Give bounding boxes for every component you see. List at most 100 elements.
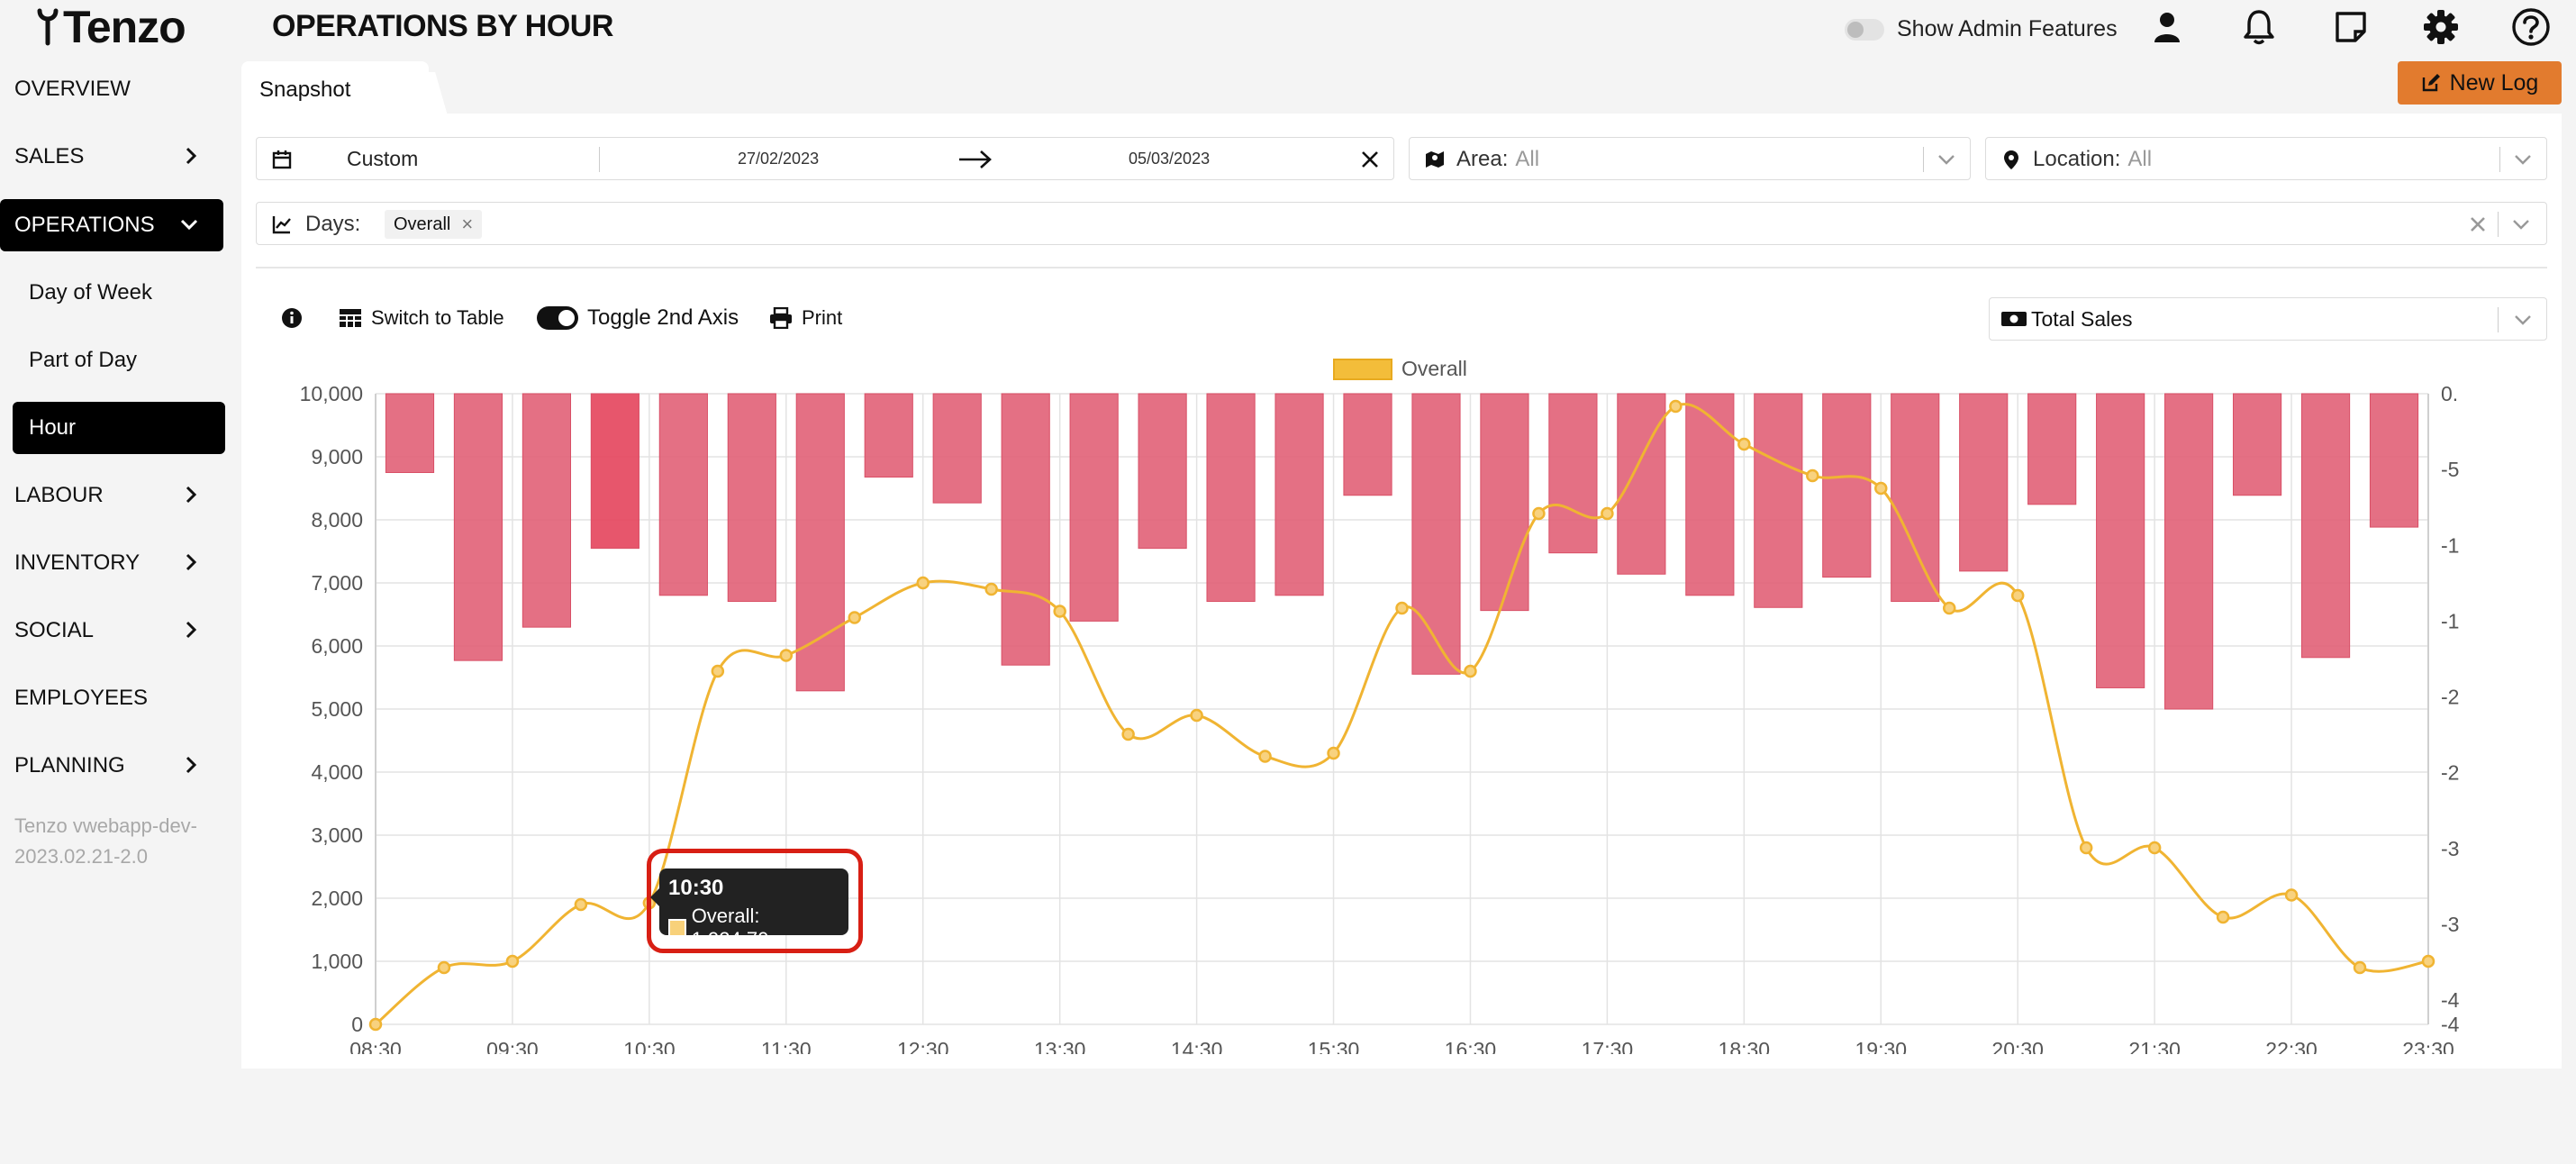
- close-icon[interactable]: [1361, 150, 1379, 168]
- chevron-down-icon[interactable]: [1936, 149, 1957, 170]
- operations-by-hour-chart[interactable]: 10,000 9,000 8,000 7,000 6,000 5,000 4,000 3,00…: [270, 369, 2459, 1054]
- line-point: [1737, 437, 1751, 451]
- sidebar-item-overview[interactable]: OVERVIEW: [0, 63, 225, 115]
- calendar-icon: [272, 150, 292, 169]
- line-point: [2353, 960, 2367, 975]
- x-tick-label: 18:30: [1719, 1038, 1771, 1054]
- sidebar-item-inventory[interactable]: INVENTORY: [0, 537, 225, 589]
- y-left-tick-label: 5,000: [311, 697, 363, 721]
- x-tick-label: 10:30: [623, 1038, 676, 1054]
- y-right-tick-label: 0.0%: [2441, 382, 2459, 405]
- chevron-down-icon[interactable]: [2510, 214, 2532, 235]
- toggle-2nd-axis-label: Toggle 2nd Axis: [587, 305, 739, 330]
- sidebar-item-sales[interactable]: SALES: [0, 131, 225, 183]
- line-point: [916, 576, 930, 590]
- bar-yoy-growth: [2300, 393, 2351, 659]
- print-button[interactable]: Print: [769, 303, 842, 333]
- bar-yoy-growth: [1480, 393, 1529, 612]
- y-left-tick-label: 4,000: [311, 760, 363, 784]
- bar-yoy-growth: [522, 393, 572, 628]
- admin-switch[interactable]: [1845, 18, 1884, 41]
- line-overall-sales: [375, 403, 2429, 1026]
- chevron-right-icon: [186, 486, 197, 504]
- days-chip[interactable]: Overall ×: [385, 210, 483, 239]
- bar-yoy-growth: [1754, 393, 1803, 608]
- tab-snapshot[interactable]: Snapshot: [241, 61, 429, 115]
- line-point: [1464, 664, 1477, 678]
- tooltip-title: 10:30: [668, 876, 724, 900]
- info-icon[interactable]: [281, 303, 303, 333]
- help-icon[interactable]: [2509, 5, 2553, 49]
- tenzo-logo[interactable]: Tenzo: [36, 2, 186, 52]
- line-point: [368, 1017, 383, 1032]
- toggle-2nd-axis-switch[interactable]: [537, 306, 578, 330]
- date-mode-select[interactable]: Custom: [347, 146, 419, 170]
- legend-swatch: [1333, 358, 1392, 380]
- bar-yoy-growth: [1822, 393, 1872, 578]
- sidebar-item-employees[interactable]: EMPLOYEES: [0, 672, 225, 724]
- sidebar-subitem-part-of-day[interactable]: Part of Day: [13, 334, 225, 386]
- tab-label: Snapshot: [259, 77, 351, 102]
- chart-legend[interactable]: Overall: [1333, 357, 1467, 381]
- chip-remove-icon[interactable]: ×: [461, 213, 474, 235]
- bar-yoy-growth: [1001, 393, 1050, 666]
- days-select[interactable]: Days: Overall ×: [256, 202, 2547, 245]
- line-point: [574, 897, 588, 912]
- bell-icon[interactable]: [2237, 5, 2281, 49]
- chevron-down-icon[interactable]: [2512, 309, 2534, 331]
- print-label: Print: [802, 306, 843, 329]
- bar-yoy-growth: [1069, 393, 1119, 622]
- sidebar-item-social[interactable]: SOCIAL: [0, 605, 225, 657]
- admin-toggle-label: Show Admin Features: [1897, 16, 2118, 41]
- date-range-filter[interactable]: Custom 27/02/2023 05/03/2023: [256, 137, 1394, 180]
- line-point: [505, 954, 520, 968]
- x-tick-label: 11:30: [761, 1038, 812, 1054]
- admin-features-toggle[interactable]: Show Admin Features: [1845, 16, 2118, 42]
- sidebar-item-label: SOCIAL: [14, 618, 95, 642]
- switch-to-table-button[interactable]: Switch to Table: [339, 303, 504, 333]
- clear-icon[interactable]: [2469, 215, 2487, 233]
- sidebar-item-labour[interactable]: LABOUR: [0, 469, 225, 522]
- new-log-button[interactable]: New Log: [2398, 61, 2562, 105]
- sidebar-subitem-label: Day of Week: [29, 280, 152, 305]
- line-point: [1601, 506, 1614, 521]
- toggle-2nd-axis[interactable]: Toggle 2nd Axis: [537, 303, 739, 333]
- metric-select[interactable]: Total Sales: [1989, 297, 2547, 341]
- line-point: [2284, 888, 2299, 902]
- chevron-down-icon[interactable]: [2512, 149, 2534, 170]
- date-to-input[interactable]: 05/03/2023: [1129, 149, 1211, 168]
- location-label: Location:: [2033, 147, 2121, 171]
- user-icon[interactable]: [2145, 5, 2189, 49]
- location-value: All: [2127, 147, 2153, 171]
- sidebar-item-planning[interactable]: PLANNING: [0, 740, 225, 792]
- line-point: [2421, 954, 2435, 968]
- bar-yoy-growth: [1959, 393, 2009, 572]
- y-right-tick-label: -40.0%: [2441, 988, 2459, 1012]
- y-left-tick-label: 6,000: [311, 634, 363, 658]
- bar-yoy-growth: [1343, 393, 1392, 496]
- bar-yoy-growth: [1138, 393, 1187, 550]
- sidebar-item-label: INVENTORY: [14, 550, 141, 575]
- bar-yoy-growth: [453, 393, 503, 661]
- area-select[interactable]: Area: All: [1409, 137, 1971, 180]
- sidebar-item-label: PLANNING: [14, 753, 125, 778]
- chevron-right-icon: [186, 621, 197, 639]
- y-right-tick-label: -15.0%: [2441, 609, 2459, 632]
- note-icon[interactable]: [2329, 5, 2372, 49]
- location-select[interactable]: Location: All: [1985, 137, 2547, 180]
- gear-icon[interactable]: [2419, 5, 2463, 49]
- sidebar-item-label: LABOUR: [14, 483, 104, 507]
- bar-yoy-growth: [864, 393, 913, 478]
- sidebar-subitem-hour[interactable]: Hour: [13, 402, 225, 454]
- date-divider: [599, 147, 600, 172]
- bar-yoy-growth: [590, 393, 639, 550]
- tooltip-row: Overall: 1,924.70: [668, 905, 839, 951]
- line-point: [984, 582, 998, 596]
- date-from-input[interactable]: 27/02/2023: [738, 149, 820, 168]
- chevron-right-icon: [186, 756, 197, 774]
- sidebar-subitem-day-of-week[interactable]: Day of Week: [13, 267, 225, 319]
- metric-select-label: Total Sales: [2031, 307, 2133, 331]
- sidebar-item-operations[interactable]: OPERATIONS: [0, 199, 223, 251]
- tooltip-value: Overall: 1,924.70: [691, 905, 769, 950]
- line-point: [1395, 601, 1409, 615]
